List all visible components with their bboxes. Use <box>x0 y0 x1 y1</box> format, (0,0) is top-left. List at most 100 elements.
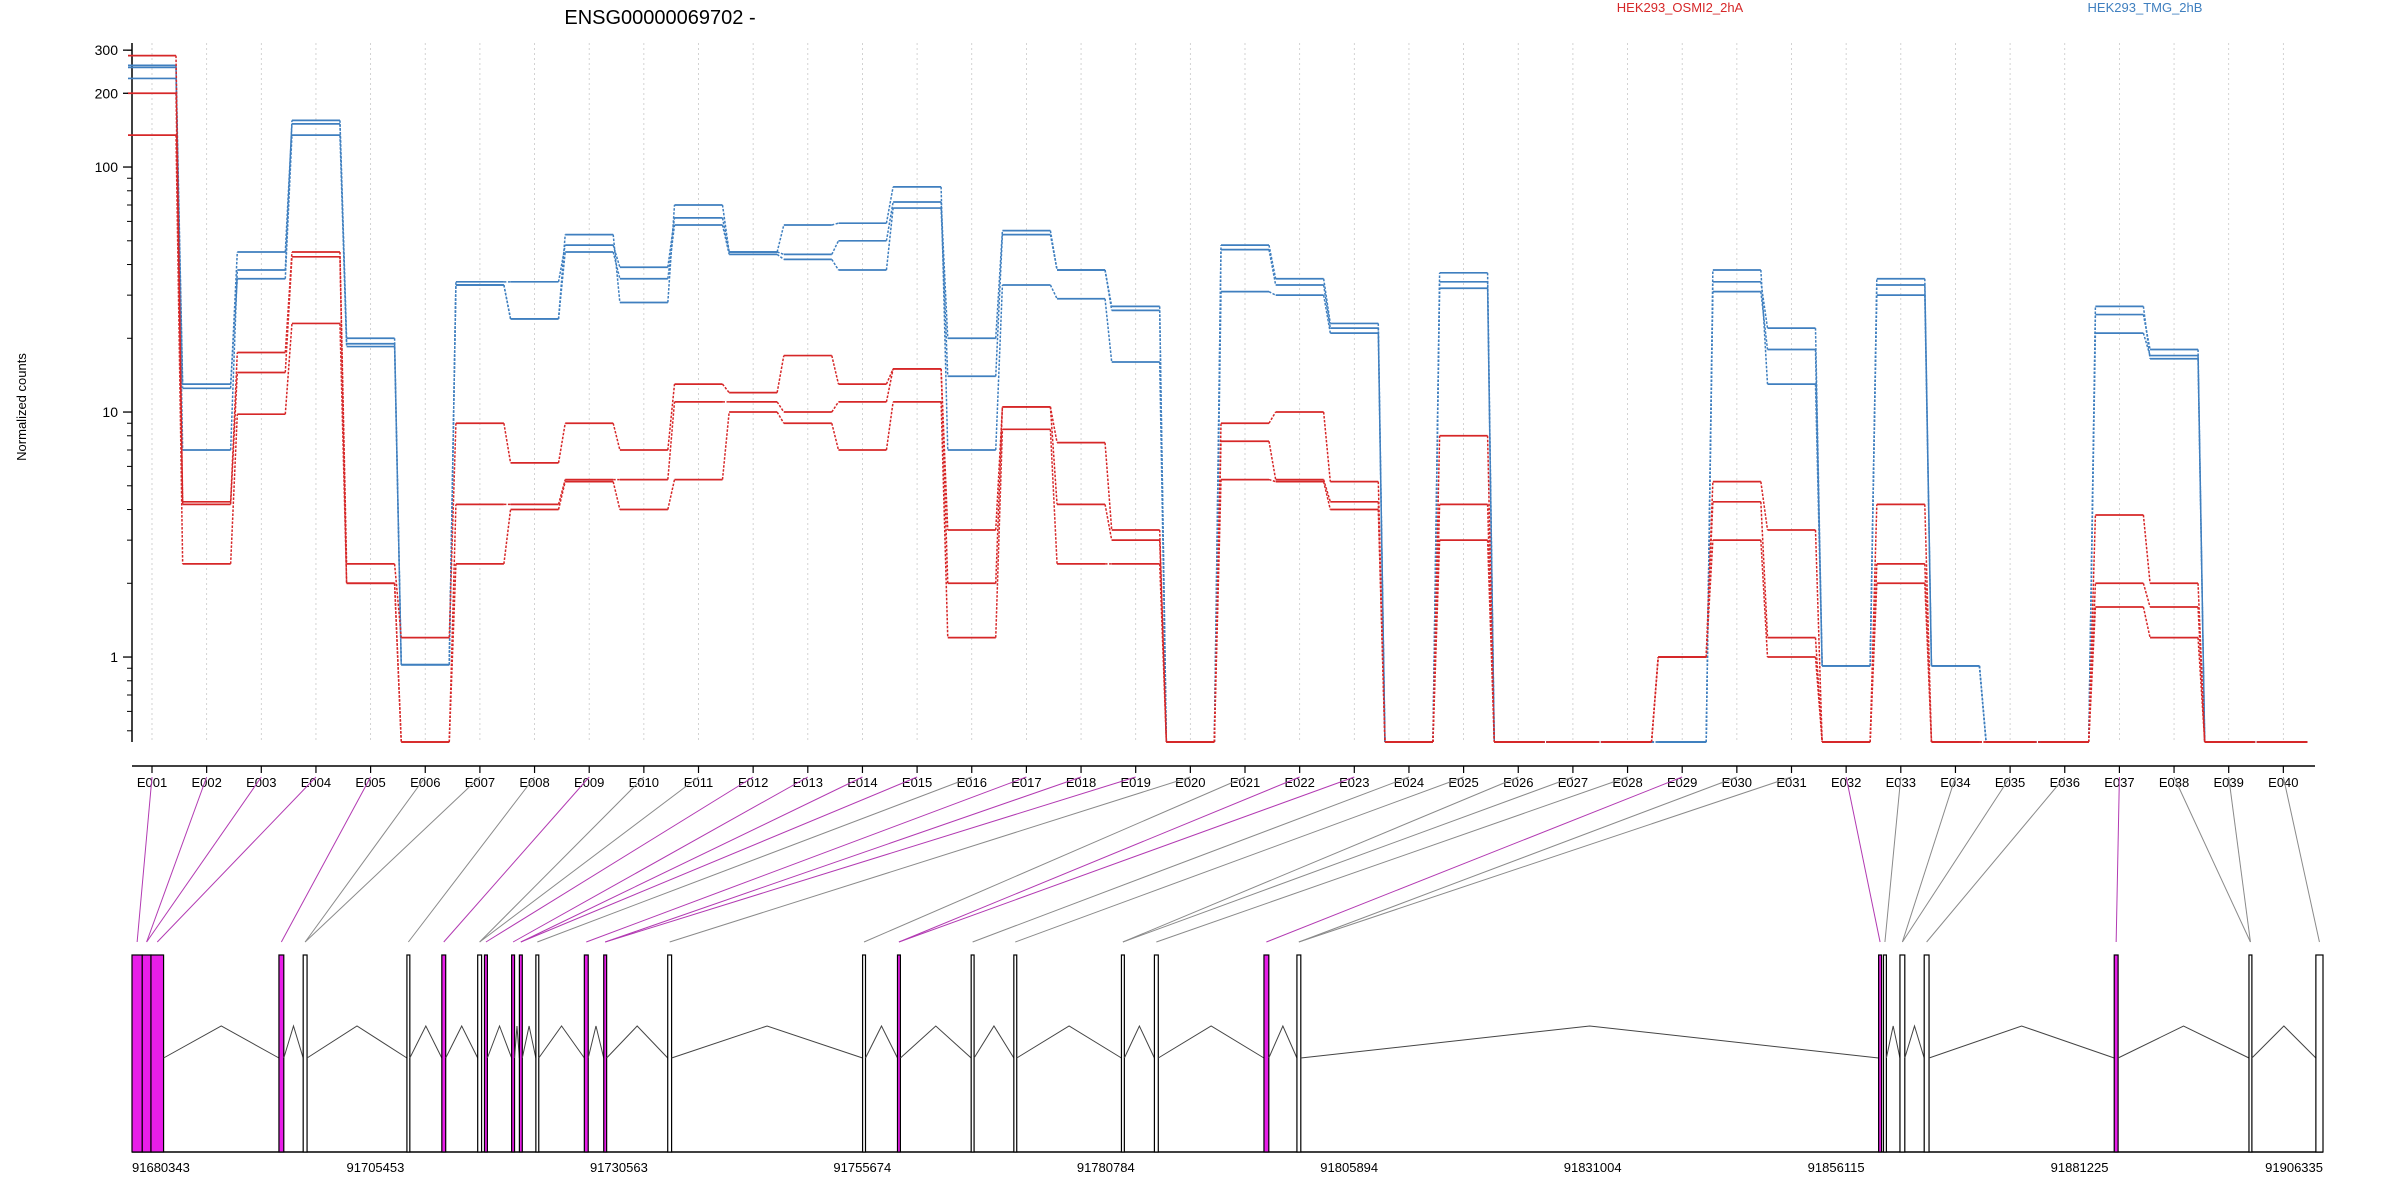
series-line-join <box>175 55 2260 743</box>
x-tick-label: E027 <box>1558 775 1588 790</box>
x-tick-label: E020 <box>1175 775 1205 790</box>
intron-line <box>1904 1024 1925 1059</box>
genomic-position-label: 91856115 <box>1808 1160 1865 1175</box>
exon-block <box>441 954 447 1153</box>
intron-line <box>2117 1025 2250 1059</box>
intron-line <box>973 1025 1015 1059</box>
x-tick-label: E025 <box>1448 775 1478 790</box>
exon-block <box>141 954 152 1153</box>
exon-block <box>1263 954 1270 1153</box>
intron-line <box>538 1025 585 1059</box>
intron-line <box>1158 1025 1265 1059</box>
exon-connector <box>1122 776 1519 943</box>
exon-connector <box>2228 776 2251 943</box>
genomic-position-label: 91680343 <box>132 1160 190 1175</box>
exon-block <box>583 954 589 1153</box>
intron-line <box>163 1025 280 1059</box>
exon-connector <box>2282 776 2320 943</box>
x-tick-label: E003 <box>246 775 276 790</box>
exon-connector <box>2173 776 2251 943</box>
intron-line <box>521 1025 537 1059</box>
x-tick-label: E017 <box>1011 775 1041 790</box>
series-line <box>128 134 2308 743</box>
exon-connector <box>485 776 754 943</box>
intron-line <box>1885 1025 1901 1059</box>
exon-block <box>302 954 308 1153</box>
y-axis-label: Normalized counts <box>14 353 29 461</box>
genomic-position-label: 91730563 <box>590 1160 648 1175</box>
y-axis: 1 10 100 200 300 <box>95 42 133 742</box>
intron-line <box>865 1024 898 1059</box>
intron-line <box>486 1024 513 1059</box>
x-tick-label: E007 <box>465 775 495 790</box>
intron-line <box>2251 1025 2317 1059</box>
legend-label-osmi2: HEK293_OSMI2_2hA <box>1617 0 1744 15</box>
intron-line <box>1123 1024 1155 1059</box>
chart-title: ENSG00000069702 - <box>564 7 755 29</box>
genomic-position-label: 91881225 <box>2051 1160 2109 1175</box>
x-tick-label: E031 <box>1776 775 1806 790</box>
x-tick-label: E024 <box>1394 775 1424 790</box>
exon-connector <box>280 776 372 943</box>
exon-block <box>970 954 975 1153</box>
intron-line <box>900 1025 972 1059</box>
exon-connector <box>669 776 1191 943</box>
x-tick-label: E002 <box>191 775 221 790</box>
exon-connector <box>512 776 809 943</box>
x-tick-label: E032 <box>1831 775 1861 790</box>
exon-block <box>483 954 488 1153</box>
x-tick-label: E005 <box>355 775 385 790</box>
x-tick-label: E033 <box>1886 775 1916 790</box>
exon-block <box>477 954 483 1153</box>
exon-connector <box>479 776 699 943</box>
exon-block <box>667 954 673 1153</box>
intron-line <box>1300 1025 1879 1059</box>
series-line-join <box>175 135 2260 743</box>
intron-line <box>306 1025 408 1059</box>
exon-connector <box>2115 776 2120 943</box>
intron-line <box>1928 1025 2115 1059</box>
x-tick-label: E016 <box>957 775 987 790</box>
gene-model-track: 91680343 91705453 91730563 91755674 91780784… <box>131 954 2324 1175</box>
exon-block <box>1899 954 1906 1153</box>
exon-connector <box>605 776 1136 943</box>
intron-line <box>514 1025 520 1059</box>
x-tick-label: E039 <box>2214 775 2244 790</box>
exon-connector <box>520 776 918 943</box>
exon-connector <box>136 776 153 943</box>
exon-block <box>2315 954 2324 1153</box>
genomic-position-label: 91805894 <box>1320 1160 1378 1175</box>
x-tick-label: E015 <box>902 775 932 790</box>
exon-connector <box>1122 776 1574 943</box>
x-tick-label: E013 <box>793 775 823 790</box>
x-tick-label: E011 <box>684 775 713 790</box>
exon-block <box>278 954 285 1153</box>
exon-block <box>2113 954 2119 1153</box>
exon-block <box>861 954 867 1153</box>
exon-connector <box>443 776 590 943</box>
intron-line <box>587 1025 605 1059</box>
intron-line <box>283 1024 304 1059</box>
exon-connector <box>537 776 972 943</box>
series-line-join <box>175 93 2260 743</box>
y-tick-label: 10 <box>102 404 118 420</box>
intron-line <box>445 1024 479 1059</box>
exon-connector <box>1298 776 1738 943</box>
exon-connector <box>1884 776 1902 943</box>
exon-block <box>535 954 540 1153</box>
intron-line <box>1016 1025 1122 1059</box>
exon-block <box>150 954 165 1153</box>
genomic-position-label: 91780784 <box>1077 1160 1135 1175</box>
exon-block <box>1120 954 1125 1153</box>
x-tick-label: E040 <box>2268 775 2298 790</box>
exon-block <box>1923 954 1930 1153</box>
x-tick-label: E019 <box>1121 775 1151 790</box>
genomic-position-label: 91705453 <box>347 1160 405 1175</box>
x-tick-label: E034 <box>1940 775 1970 790</box>
x-tick-label: E030 <box>1722 775 1752 790</box>
exon-block <box>1878 954 1883 1153</box>
exon-connector <box>1266 776 1683 943</box>
x-tick-label: E023 <box>1339 775 1369 790</box>
exon-connector <box>972 776 1410 943</box>
